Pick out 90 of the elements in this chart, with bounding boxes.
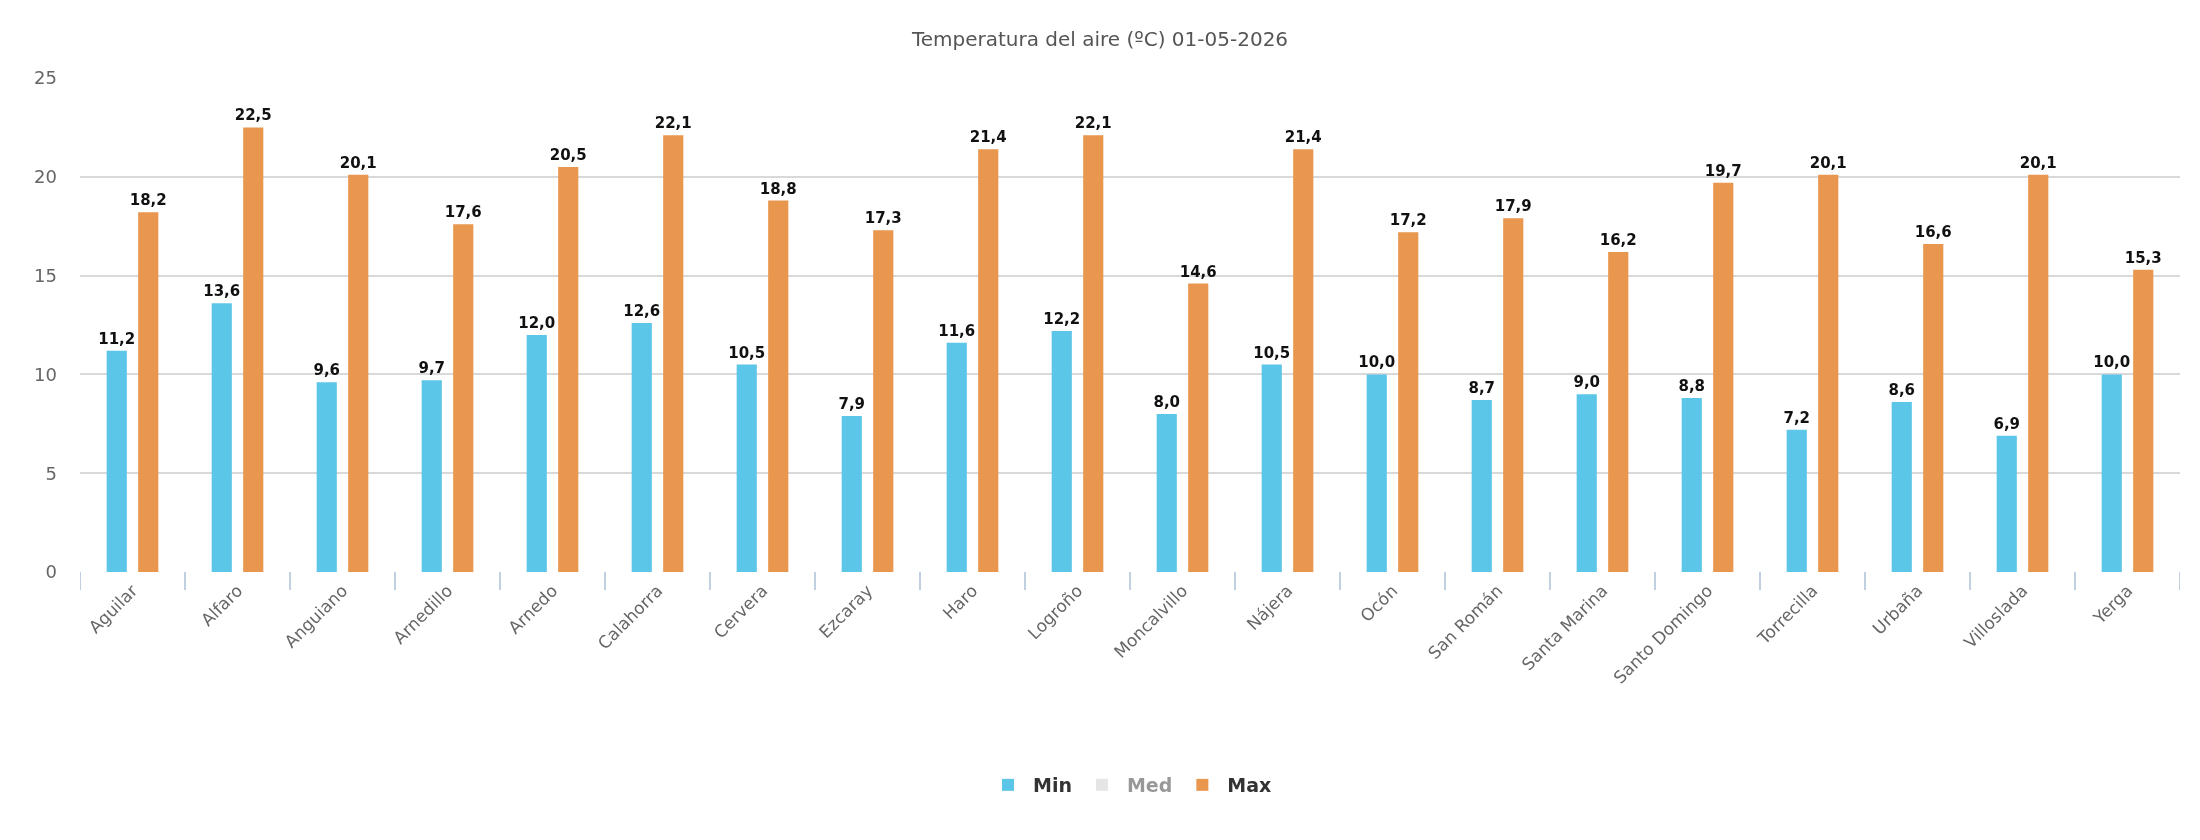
data-label: 9,7 (418, 359, 446, 378)
data-label: 21,4 (969, 128, 1007, 147)
bar (1188, 283, 1209, 572)
bar (348, 174, 369, 572)
data-label: 22,5 (234, 106, 272, 125)
data-label: 22,1 (1074, 114, 1112, 133)
data-label: 10,5 (1253, 343, 1291, 362)
data-label: 8,8 (1678, 377, 1706, 396)
bar (1366, 374, 1387, 572)
data-label: 10,0 (2093, 353, 2131, 372)
data-label: 12,0 (518, 313, 556, 332)
data-label: 20,1 (339, 153, 377, 172)
legend-label: Max (1227, 774, 1272, 797)
bar (2133, 269, 2154, 572)
bar (1818, 174, 1839, 572)
data-label: 6,9 (1993, 414, 2021, 433)
bar (106, 350, 127, 572)
data-label: 7,2 (1783, 408, 1811, 427)
bar (1293, 149, 1314, 572)
data-label: 18,8 (759, 179, 797, 198)
y-tick-label: 10 (34, 363, 57, 385)
bar (243, 127, 264, 572)
data-label: 20,1 (2019, 153, 2057, 172)
data-label: 17,2 (1389, 211, 1427, 230)
chart-title: Temperatura del aire (ºC) 01-05-2026 (910, 27, 1289, 51)
data-label: 8,0 (1153, 392, 1181, 411)
bar (1786, 429, 1807, 572)
bar (978, 149, 999, 572)
data-label: 8,6 (1888, 381, 1916, 400)
bar (631, 323, 652, 572)
data-label: 13,6 (203, 282, 241, 301)
bar (1891, 402, 1912, 572)
bar (558, 166, 579, 572)
data-label: 11,2 (98, 329, 136, 348)
bar (1923, 243, 1944, 572)
bar (663, 135, 684, 572)
data-label: 7,9 (838, 394, 866, 413)
bar (768, 200, 789, 572)
y-tick-label: 5 (45, 462, 57, 484)
bar (453, 224, 474, 572)
legend-label: Min (1033, 774, 1072, 797)
data-label: 10,5 (728, 343, 766, 362)
y-tick-label: 15 (34, 264, 57, 286)
data-label: 17,6 (444, 203, 482, 222)
bar (1713, 182, 1734, 572)
data-label: 21,4 (1284, 128, 1322, 147)
data-label: 18,2 (129, 191, 167, 210)
y-tick-label: 0 (45, 561, 57, 583)
bar (316, 382, 337, 572)
data-label: 9,6 (313, 361, 341, 380)
bar (138, 212, 159, 572)
data-label: 17,3 (864, 209, 902, 228)
bar (841, 415, 862, 572)
bar (1156, 413, 1177, 572)
data-label: 16,6 (1914, 222, 1952, 241)
data-label: 10,0 (1358, 353, 1396, 372)
bar (946, 342, 967, 572)
data-label: 15,3 (2124, 248, 2162, 267)
data-label: 17,9 (1494, 197, 1532, 216)
bar (1681, 398, 1702, 572)
data-label: 16,2 (1599, 230, 1637, 249)
y-tick-label: 25 (34, 67, 57, 89)
legend-label: Med (1126, 774, 1173, 797)
bar (1398, 232, 1419, 572)
bar (1051, 330, 1072, 572)
bar (211, 303, 232, 572)
bar (1471, 400, 1492, 572)
data-label: 20,5 (549, 145, 587, 164)
data-label: 12,2 (1043, 309, 1081, 328)
data-label: 11,6 (938, 321, 976, 340)
data-label: 19,7 (1704, 161, 1742, 180)
data-label: 22,1 (654, 114, 692, 133)
bar (2028, 174, 2049, 572)
bar (873, 230, 894, 572)
y-tick-label: 20 (34, 166, 57, 188)
data-label: 12,6 (623, 302, 661, 321)
bar (1503, 218, 1524, 572)
bar (1576, 394, 1597, 572)
bar (1261, 364, 1282, 572)
data-label: 20,1 (1809, 153, 1847, 172)
bar (1083, 135, 1104, 572)
data-label: 9,0 (1573, 373, 1601, 392)
bar (526, 334, 547, 572)
bar (2101, 374, 2122, 572)
data-label: 14,6 (1179, 262, 1217, 281)
bar (1996, 435, 2017, 572)
data-label: 8,7 (1468, 379, 1496, 398)
bar (1608, 251, 1629, 572)
bar (736, 364, 757, 572)
bar (421, 380, 442, 572)
